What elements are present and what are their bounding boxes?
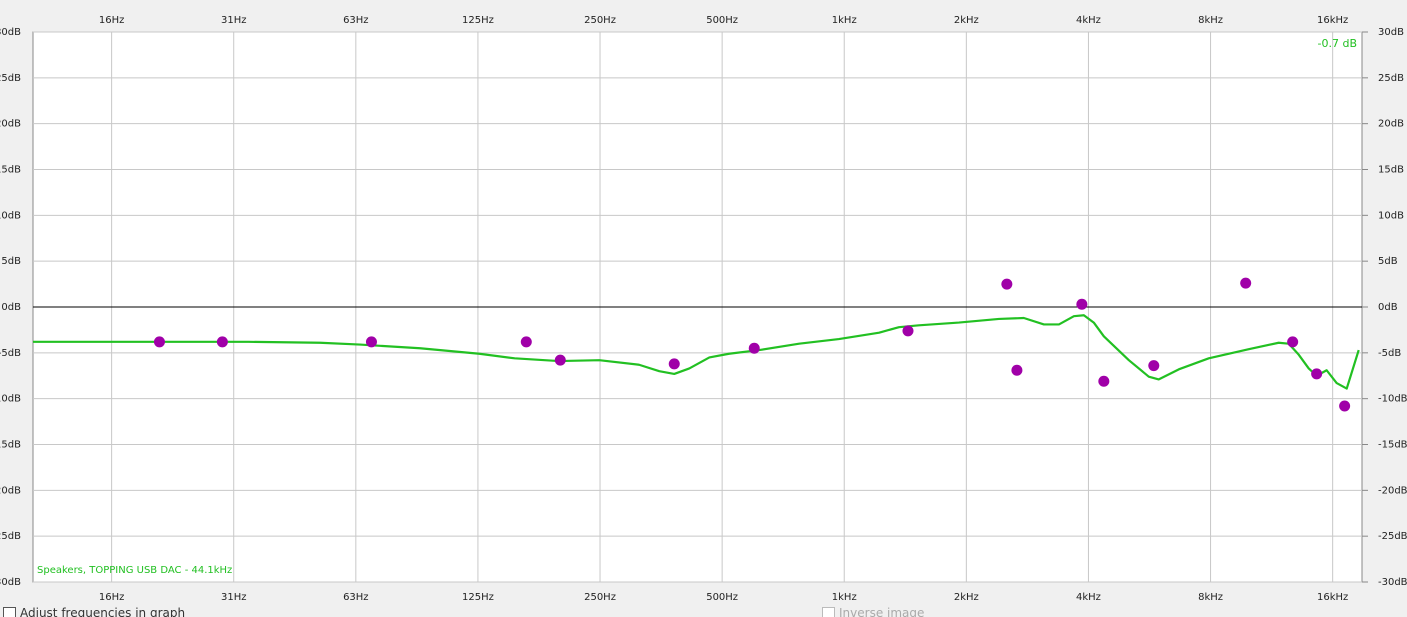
x-tick-label: 2kHz [954, 592, 979, 603]
y-tick-label: -25dB [0, 531, 21, 542]
eq-point [1240, 277, 1252, 289]
x-tick-label: 16kHz [1317, 592, 1348, 603]
eq-point [520, 336, 532, 348]
checkbox[interactable]: Inverse image [822, 606, 924, 617]
y-tick-label: -15dB [1378, 440, 1407, 451]
y-tick-label: 15dB [0, 165, 21, 176]
x-tick-label: 4kHz [1076, 592, 1101, 603]
x-tick-label: 31Hz [221, 15, 247, 26]
eq-point [216, 336, 228, 348]
x-tick-label: 63Hz [343, 592, 369, 603]
x-tick-label: 500Hz [706, 592, 738, 603]
x-tick-label: 500Hz [706, 15, 738, 26]
x-tick-label: 125Hz [462, 592, 494, 603]
x-tick-label: 125Hz [462, 15, 494, 26]
eq-point [1001, 278, 1013, 290]
eq-point [1339, 400, 1351, 412]
response-line [33, 314, 1360, 390]
marks [33, 277, 1360, 412]
x-tick-label: 16Hz [99, 15, 125, 26]
x-tick-label: 2kHz [954, 15, 979, 26]
eq-point [153, 336, 165, 348]
eq-point [748, 342, 760, 354]
grid [33, 31, 1362, 583]
eq-point [365, 336, 377, 348]
y-tick-label: 20dB [1378, 119, 1404, 130]
x-tick-label: 250Hz [584, 15, 616, 26]
eq-point [1287, 336, 1299, 348]
y-tick-label: 20dB [0, 119, 21, 130]
y-tick-label: 5dB [1, 256, 21, 267]
checkbox[interactable]: Adjust frequencies in graph [3, 606, 185, 617]
y-tick-label: -10dB [0, 394, 21, 405]
y-tick-label: 25dB [1378, 73, 1404, 84]
eq-point [554, 354, 566, 366]
checkbox-label: Inverse image [839, 606, 925, 617]
checkbox-box[interactable] [3, 606, 16, 617]
device-label: Speakers, TOPPING USB DAC - 44.1kHz [37, 565, 232, 576]
x-tick-label: 4kHz [1076, 15, 1101, 26]
y-tick-label: 10dB [0, 210, 21, 221]
eq-point [1011, 364, 1023, 376]
y-tick-label: -25dB [1378, 531, 1407, 542]
x-tick-label: 1kHz [832, 592, 857, 603]
checkbox-label: Adjust frequencies in graph [20, 606, 186, 617]
y-tick-label: -20dB [0, 485, 21, 496]
y-tick-label: 30dB [0, 27, 21, 38]
x-tick-label: 16Hz [99, 592, 125, 603]
eq-point [668, 358, 680, 370]
checkbox-box[interactable] [822, 606, 835, 617]
y-tick-label: -5dB [0, 348, 21, 359]
y-tick-label: 0dB [1378, 302, 1398, 313]
x-tick-label: 8kHz [1198, 15, 1223, 26]
eq-point [1311, 368, 1323, 380]
y-tick-label: 10dB [1378, 210, 1404, 221]
x-tick-label: 1kHz [832, 15, 857, 26]
y-tick-label: -30dB [0, 577, 21, 588]
y-tick-label: 5dB [1378, 256, 1398, 267]
y-tick-label: -10dB [1378, 394, 1407, 405]
eq-point [1148, 360, 1160, 372]
x-tick-label: 8kHz [1198, 592, 1223, 603]
y-tick-label: 15dB [1378, 165, 1404, 176]
x-tick-label: 250Hz [584, 592, 616, 603]
eq-point [1098, 375, 1110, 387]
x-tick-label: 63Hz [343, 15, 369, 26]
y-tick-label: 0dB [1, 302, 21, 313]
x-tick-label: 31Hz [221, 592, 247, 603]
y-tick-label: -15dB [0, 440, 21, 451]
x-tick-label: 16kHz [1317, 15, 1348, 26]
y-tick-label: -5dB [1378, 348, 1401, 359]
eq-point [902, 325, 914, 337]
y-tick-label: -20dB [1378, 485, 1407, 496]
eq-point [1076, 298, 1088, 310]
y-tick-label: -30dB [1378, 577, 1407, 588]
annotation: -0.7 dB [1318, 37, 1358, 50]
y-tick-label: 25dB [0, 73, 21, 84]
y-tick-label: 30dB [1378, 27, 1404, 38]
